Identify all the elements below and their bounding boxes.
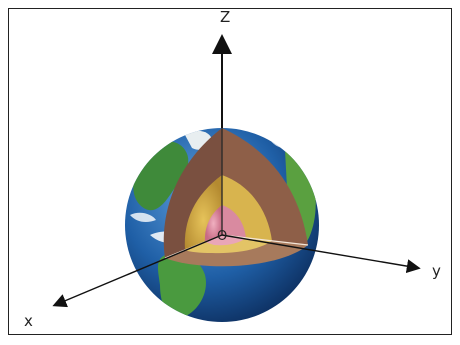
- south-america-land: [157, 253, 206, 319]
- x-axis-line: [52, 234, 223, 308]
- inner-core-right: [222, 205, 246, 238]
- z-axis-label: Z: [220, 8, 230, 26]
- origin-label: O: [217, 229, 227, 244]
- x-axis-label: x: [24, 312, 33, 330]
- y-axis-label: y: [432, 262, 441, 280]
- cloud-swirl-3: [130, 212, 156, 223]
- coordinate-axes: Z y x O: [24, 8, 441, 330]
- inner-core-left: [204, 205, 222, 242]
- y-axis-line: [221, 234, 421, 274]
- frame-border: [8, 8, 452, 335]
